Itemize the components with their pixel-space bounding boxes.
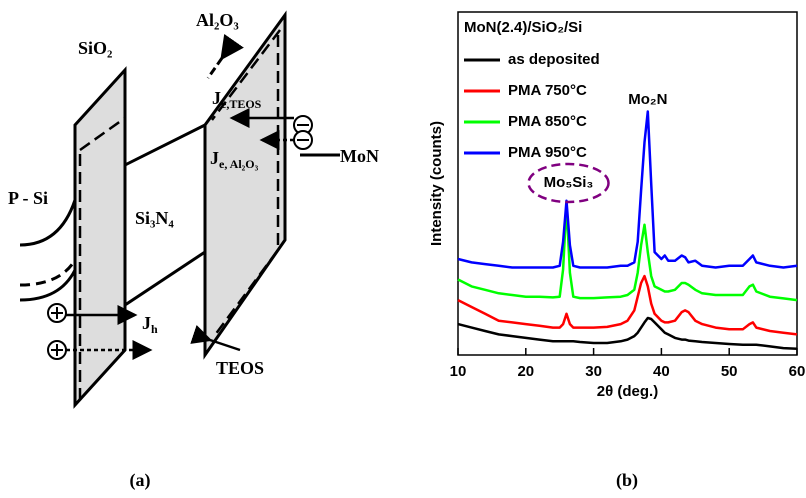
label: Si₃N₄ [135,208,174,228]
series-line [457,274,798,336]
x-tick-label: 50 [721,363,738,380]
panel-b: 10 20 30 40 50 60 2θ (deg.) Intensity (counts) M… [428,11,806,400]
x-tick-label: 30 [585,363,602,380]
y-axis-label: Intensity (counts) [428,121,445,246]
si3n4-edge [124,250,206,307]
band-edge [19,259,77,287]
label: TEOS [216,358,264,378]
symbol: J [210,148,219,168]
subscript: e,TEOS [221,97,262,111]
subscript: e, Al₂O₃ [219,157,259,171]
label: P - Si [8,188,48,208]
symbol: J [142,313,151,333]
caption: (b) [616,470,638,491]
x-tick-label: 20 [517,363,534,380]
annotation: Mo₂N [628,91,667,108]
band-edge [19,269,77,302]
legend-label: as deposited [508,51,600,68]
hole-sign [51,344,63,356]
hole-sign [51,307,63,319]
dashed-band [211,29,281,336]
annotation: Mo₅Si₃ [544,174,594,191]
label: SiO₂ [78,38,112,58]
legend-title: MoN(2.4)/SiO₂/Si [464,19,582,36]
pointer [206,33,244,79]
series-line [457,202,798,302]
pointer [190,324,241,352]
x-tick-label: 10 [450,363,467,380]
dashed-band [78,116,126,400]
label: MoN [340,146,379,166]
x-tick-label: 60 [789,363,806,380]
legend-label: PMA 750°C [508,82,587,99]
current-label: Je, Al₂O₃ [210,148,259,171]
subscript: h [151,322,158,336]
panel-a: SiO₂ Al₂O₃ MoN P - Si Si₃N₄ TEOS Je,TEOS… [8,10,379,409]
series-line [457,316,798,351]
label: Al₂O₃ [196,10,239,30]
x-axis-label: 2θ (deg.) [597,383,658,400]
al2o3-layer [203,10,287,360]
band-edge [19,199,77,247]
annotation-ring [527,162,610,204]
series-line [457,110,798,269]
si3n4-edge [124,123,206,167]
plot-frame [457,11,798,356]
current-label: Je,TEOS [212,88,262,111]
sio2-layer [73,66,127,409]
caption: (a) [130,470,151,491]
legend-label: PMA 850°C [508,113,587,130]
x-tick-label: 40 [653,363,670,380]
legend-label: PMA 950°C [508,144,587,161]
current-label: Jh [142,313,158,336]
symbol: J [212,88,221,108]
